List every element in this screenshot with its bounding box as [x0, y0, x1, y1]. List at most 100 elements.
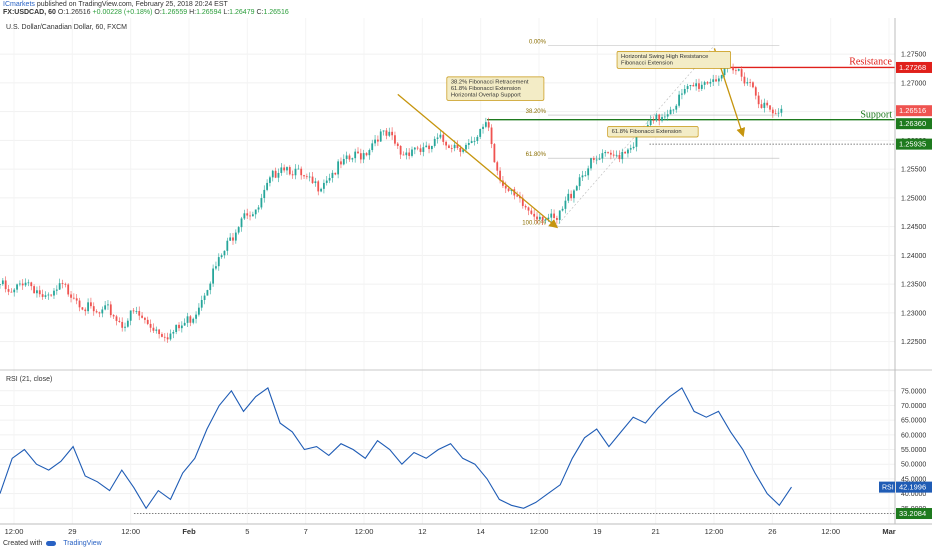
candle-body: [7, 289, 10, 292]
candle-body: [766, 102, 769, 106]
candle-body: [61, 283, 64, 284]
annotation-box[interactable]: [607, 126, 699, 138]
candle-body: [283, 167, 286, 171]
candle-body: [757, 95, 760, 105]
tradingview-brand[interactable]: TradingView: [63, 540, 102, 547]
candle-body: [661, 116, 663, 121]
rsi-axis[interactable]: 75.0000 70.0000 65.0000 60.0000 55.0000 50.00…: [901, 388, 926, 512]
candle-body: [297, 168, 300, 170]
ohlc-bar: FX:USDCAD, 60 O:1.26516 +0.00228 (+0.18%…: [3, 9, 289, 16]
tradingview-logo-icon: [46, 540, 57, 546]
candle-body: [740, 69, 743, 77]
candle-body: [527, 207, 530, 211]
published-text: published on TradingView.com, February 2…: [36, 1, 228, 8]
candle-body: [465, 144, 467, 150]
candle-body: [592, 158, 595, 160]
candle-body: [590, 158, 592, 169]
candle-body: [652, 120, 655, 121]
candle-body: [87, 302, 89, 312]
candle-body: [232, 237, 234, 241]
candle-body: [95, 311, 98, 313]
candle-body: [521, 198, 524, 206]
candle-body: [81, 307, 84, 310]
candle-body: [749, 82, 752, 83]
candle-body: [575, 186, 578, 191]
candle-body: [433, 138, 436, 146]
candle-body: [141, 315, 143, 318]
candle-body: [107, 304, 109, 306]
candle-body: [624, 151, 626, 154]
candle-body: [462, 149, 465, 152]
time-tick-label: 21: [651, 527, 659, 536]
candle-body: [703, 82, 706, 85]
trend-arrow[interactable]: [397, 93, 559, 229]
candle-body: [689, 85, 692, 87]
annotation-text: 38.2% Fibonacci Retracement: [451, 79, 529, 85]
candle-body: [678, 94, 680, 106]
candle-body: [536, 216, 538, 220]
candle-body: [533, 213, 536, 217]
candle-body: [717, 78, 720, 82]
candle-body: [595, 159, 598, 161]
candle-body: [33, 286, 35, 294]
candle-body: [698, 83, 700, 89]
candle-body: [98, 312, 101, 314]
candle-body: [274, 170, 277, 178]
candle-body: [723, 67, 726, 76]
candle-body: [487, 122, 490, 128]
candle-body: [129, 310, 132, 321]
candle-body: [618, 154, 621, 160]
support-price-tag-text: 1.26360: [899, 119, 926, 128]
candle-body: [197, 307, 200, 315]
rsi-name-tag-text: RSI: [882, 485, 894, 492]
annotation-box[interactable]: [616, 51, 731, 69]
candle-body: [277, 172, 280, 178]
candle-body: [371, 143, 374, 151]
candle-body: [374, 139, 376, 144]
fib-level-label: 0.00%: [529, 40, 547, 46]
annotation-text: Fibonacci Extension: [621, 60, 673, 66]
time-tick-label: 7: [304, 527, 308, 536]
candle-body: [672, 109, 675, 111]
candle-body: [715, 79, 717, 82]
candle-body: [10, 291, 13, 293]
price-tick-label: 1.23000: [901, 310, 926, 317]
candle-body: [317, 181, 320, 192]
ohlc-c-value: 1.26516: [263, 9, 289, 16]
candle-body: [695, 83, 698, 87]
resistance-price-tag: [896, 61, 932, 73]
time-tick-label: 29: [68, 527, 76, 536]
candle-body: [158, 329, 161, 335]
candle-body: [743, 76, 746, 84]
candle-body: [226, 240, 229, 251]
candle-body: [124, 326, 126, 328]
candle-body: [308, 176, 311, 178]
candle-body: [681, 93, 683, 95]
rsi-tick-label: 70.0000: [901, 403, 926, 410]
resistance-label: Resistance: [849, 56, 892, 67]
candle-body: [300, 168, 303, 176]
time-axis[interactable]: 12:00 29 12:00 Feb 5 7 12:00 12 14 12:00 19 21 12:00…: [5, 527, 896, 536]
candle-body: [357, 151, 359, 154]
annotation-box[interactable]: [446, 76, 545, 101]
candle-body: [459, 147, 462, 152]
candle-body: [578, 177, 581, 187]
candle-body: [41, 294, 44, 297]
candle-body: [138, 311, 141, 316]
candle-body: [240, 218, 243, 228]
candle-body: [413, 147, 416, 150]
candle-body: [476, 136, 479, 141]
candle-body: [507, 188, 510, 191]
candle-body: [243, 213, 246, 219]
publisher-link[interactable]: ICmarkets: [3, 1, 35, 8]
fib-level-label: 61.80%: [526, 152, 547, 158]
candle-body: [658, 114, 661, 121]
candle-body: [760, 104, 763, 108]
candle-body: [169, 333, 172, 340]
candle-body: [311, 176, 314, 184]
candle-body: [663, 116, 666, 118]
candle-body: [209, 283, 212, 291]
candle-body: [553, 213, 555, 218]
candle-body: [655, 114, 658, 121]
